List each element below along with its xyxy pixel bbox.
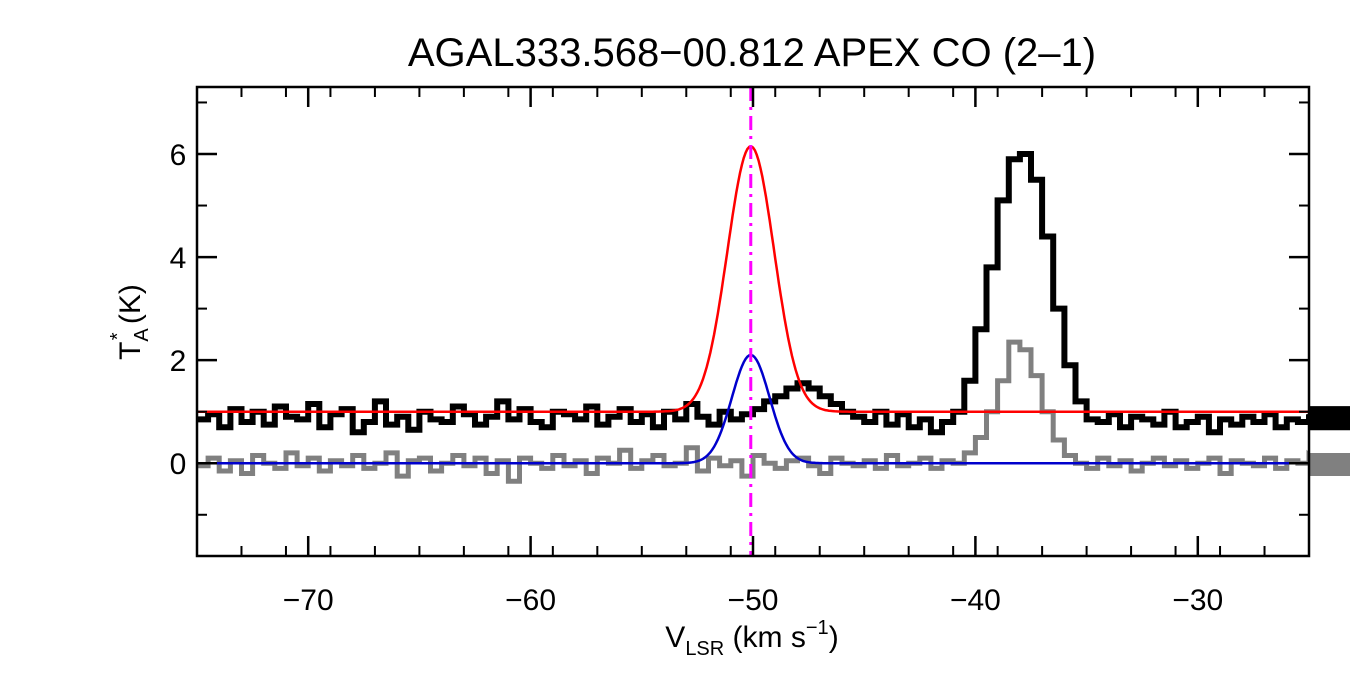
chart-title: AGAL333.568−00.812 APEX CO (2–1) bbox=[408, 31, 1096, 75]
x-axis-label-subscript: LSR bbox=[685, 638, 724, 660]
y-tick-label: 2 bbox=[170, 345, 187, 378]
y-tick-label: 0 bbox=[170, 448, 187, 481]
plot-frame bbox=[195, 85, 1311, 558]
series-line-2 bbox=[197, 339, 1350, 484]
x-tick-label: −60 bbox=[505, 584, 556, 617]
y-axis-label-main: T bbox=[114, 342, 147, 360]
y-axis-label-subscript: A bbox=[131, 328, 153, 342]
x-axis-label: VLSR (km s−1) bbox=[665, 617, 838, 660]
x-axis-label-superscript: −1 bbox=[806, 617, 829, 639]
series-line-1 bbox=[197, 144, 1309, 413]
y-tick-label: 4 bbox=[170, 242, 187, 275]
x-axis-label-main: V bbox=[665, 621, 685, 654]
plot-area bbox=[197, 87, 1350, 556]
x-tick-label: −40 bbox=[950, 584, 1001, 617]
series-line-3 bbox=[197, 353, 1309, 465]
x-tick-label: −70 bbox=[283, 584, 334, 617]
x-axis-label-close: ) bbox=[829, 621, 839, 654]
y-axis-label: TA* (K) bbox=[107, 284, 153, 360]
series-line-0 bbox=[197, 151, 1350, 436]
y-axis-label-superscript: * bbox=[107, 332, 129, 340]
x-tick-label: −50 bbox=[728, 584, 779, 617]
axes: −70 −60 −50 −40 −30 0 2 4 6 bbox=[170, 87, 1310, 617]
x-tick-label: −30 bbox=[1172, 584, 1223, 617]
y-axis-label-units: (K) bbox=[114, 284, 147, 332]
y-tick-label: 6 bbox=[170, 139, 187, 172]
x-axis-label-units: (km s bbox=[724, 621, 806, 654]
